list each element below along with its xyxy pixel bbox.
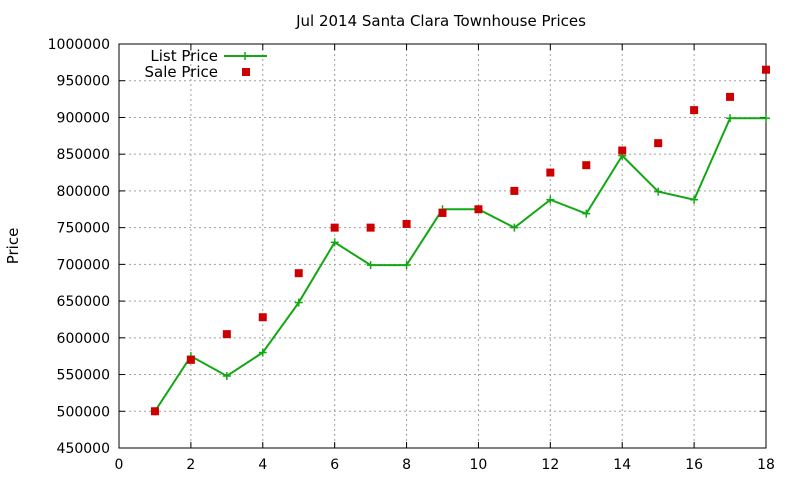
x-tick-label: 0 [115, 457, 124, 473]
legend-label-sale-price: Sale Price [145, 63, 218, 81]
list-price-point [294, 298, 303, 307]
series-layer [150, 65, 770, 416]
legend-label-list-price: List Price [150, 47, 218, 65]
x-tick-label: 2 [186, 457, 195, 473]
legend: List Price Sale Price [145, 47, 267, 81]
sale-price-point [546, 168, 555, 177]
list-price-point [330, 238, 339, 247]
sale-price-point [402, 219, 411, 228]
list-price-point [762, 114, 770, 123]
y-tick-label: 450000 [57, 441, 110, 457]
list-price-point [546, 195, 555, 204]
x-tick-label: 16 [685, 457, 703, 473]
sale-price-point [258, 313, 267, 322]
sale-price-point [582, 161, 591, 170]
sale-price-point [294, 269, 303, 278]
list-price-point [402, 261, 411, 270]
list-price-point [726, 114, 735, 123]
x-tick-label: 6 [330, 457, 339, 473]
sale-price-point [366, 223, 375, 232]
y-tick-label: 850000 [57, 147, 110, 163]
sale-price-point [186, 355, 195, 364]
list-price-point [654, 187, 663, 196]
x-tick-label: 4 [258, 457, 267, 473]
y-tick-label: 650000 [57, 294, 110, 310]
sale-price-point [654, 139, 663, 148]
y-tick-label: 800000 [57, 184, 110, 200]
sale-price-point [150, 407, 159, 416]
y-tick-label: 500000 [57, 404, 110, 420]
chart-title: Jul 2014 Santa Clara Townhouse Prices [295, 12, 586, 30]
x-tick-label: 12 [541, 457, 559, 473]
axis-ticks [118, 43, 767, 449]
list-price-point [222, 372, 231, 381]
y-tick-label: 700000 [57, 257, 110, 273]
y-tick-label: 950000 [57, 74, 110, 90]
sale-price-point [618, 146, 627, 155]
sale-price-point [330, 223, 339, 232]
x-tick-label: 8 [402, 457, 411, 473]
y-tick-label: 1000000 [48, 37, 110, 53]
y-axis-title: Price [4, 228, 22, 265]
x-tick-label: 14 [613, 457, 631, 473]
y-tick-label: 600000 [57, 331, 110, 347]
x-tick-labels: 0 2 4 6 8 10 12 14 16 18 [115, 457, 775, 473]
list-price-point [690, 195, 699, 204]
y-tick-label: 550000 [57, 368, 110, 384]
list-price-point [582, 209, 591, 218]
legend-symbols [224, 52, 267, 76]
y-tick-label: 900000 [57, 110, 110, 126]
y-tick-label: 750000 [57, 221, 110, 237]
grid-lines [119, 44, 766, 448]
sale-price-point [762, 65, 770, 74]
y-tick-labels: 450000 500000 550000 600000 650000 700000 7500… [48, 37, 110, 457]
x-tick-label: 10 [470, 457, 488, 473]
list-price-point [510, 223, 519, 232]
legend-square-sale-price [242, 68, 250, 76]
sale-price-point [510, 186, 519, 195]
x-tick-label: 18 [757, 457, 775, 473]
sale-price-point [726, 92, 735, 101]
sale-price-point [690, 106, 699, 115]
sale-price-point [474, 205, 483, 214]
list-price-point [366, 261, 375, 270]
series-line-list-price [154, 117, 766, 412]
sale-price-point [438, 208, 447, 217]
plot-frame [118, 43, 767, 449]
list-price-point [258, 348, 267, 357]
sale-price-point [222, 330, 231, 339]
